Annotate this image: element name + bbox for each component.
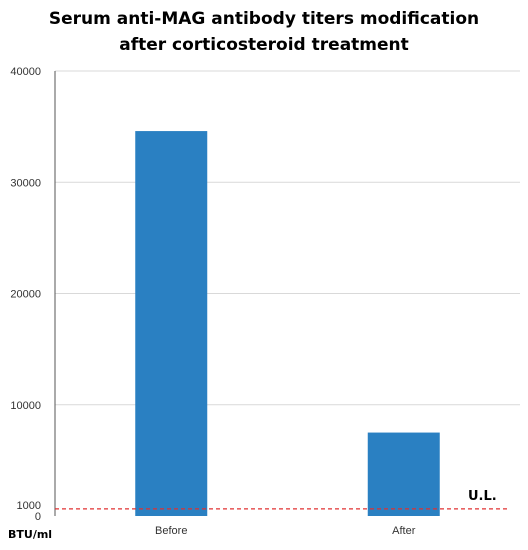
x-tick-label: After [392,525,416,537]
bar-after [367,432,440,516]
y-tick-label: 20000 [10,289,41,301]
upper-limit-label: U.L. [468,489,497,504]
y-tick-label: 10000 [10,400,41,412]
y-tick-label: 0 [35,511,41,523]
chart-title-line-1: Serum anti-MAG antibody titers modificat… [48,9,480,29]
bar-before [135,131,208,516]
y-unit-label: BTU/ml [8,528,52,541]
chart-title: Serum anti-MAG antibody titers modificat… [0,6,528,58]
x-tick-label: Before [155,525,187,537]
chart-title-line-2: after corticosteroid treatment [119,35,409,55]
y-tick-label: 40000 [10,66,41,78]
y-tick-label: 1000 [17,500,41,512]
y-tick-label: 30000 [10,177,41,189]
